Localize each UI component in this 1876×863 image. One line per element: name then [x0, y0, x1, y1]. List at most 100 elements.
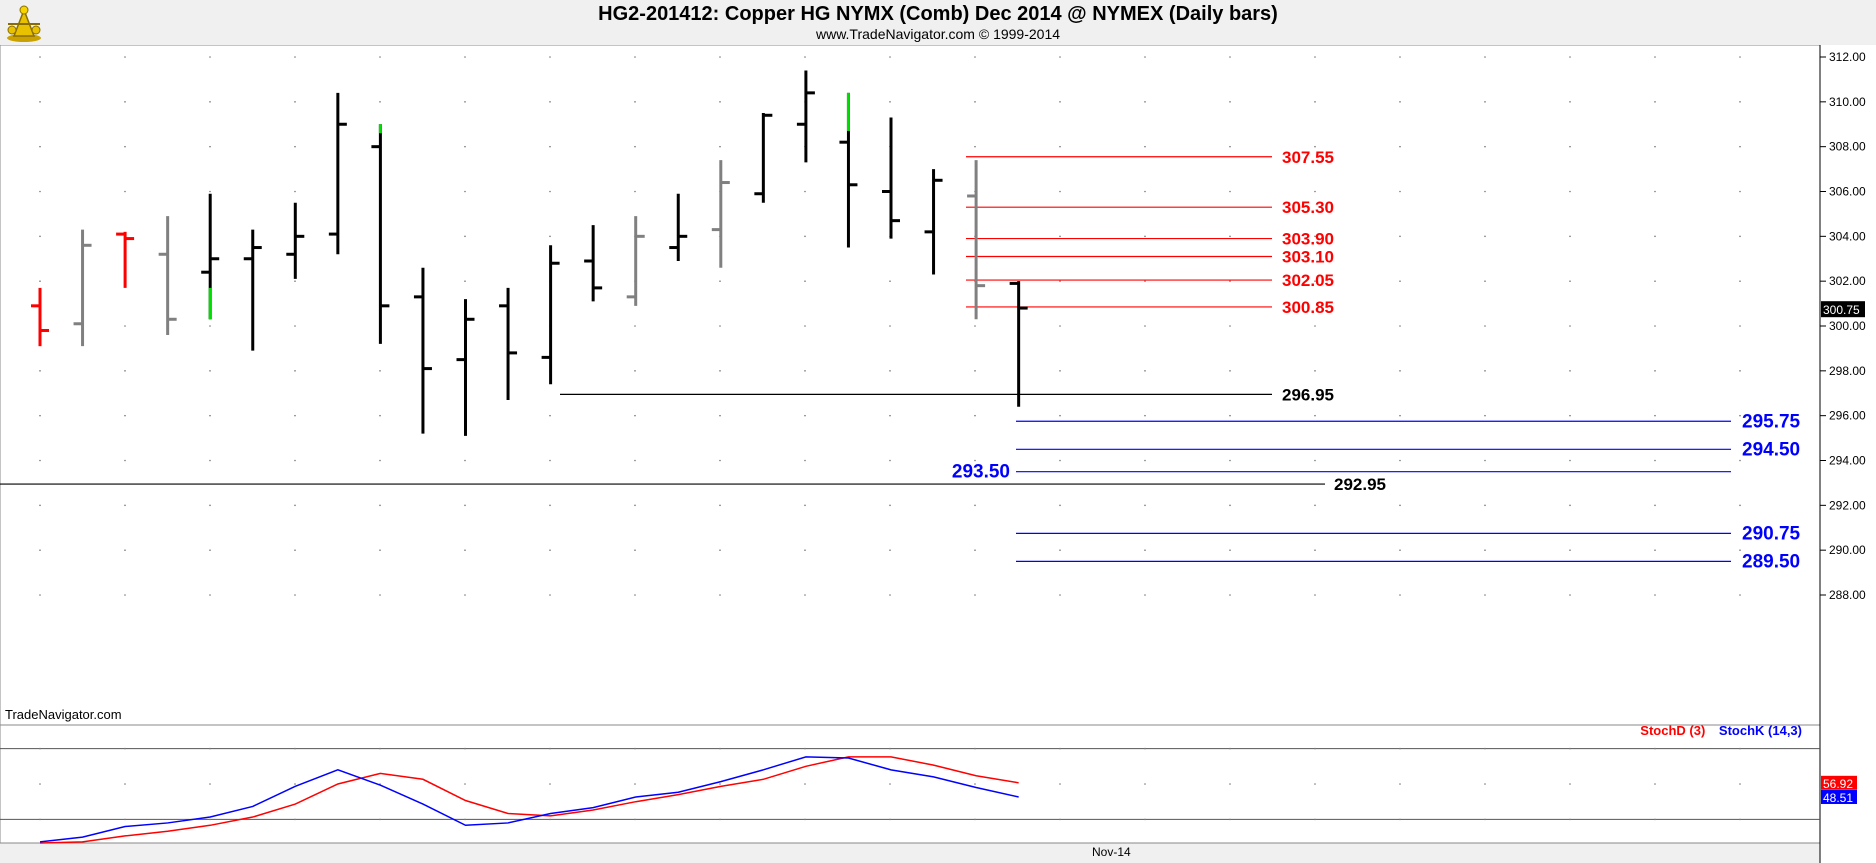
y-axis-tick-label: 298.00 — [1829, 364, 1866, 378]
grid-dot — [39, 594, 41, 596]
grid-dot — [39, 818, 41, 821]
grid-dot — [549, 504, 551, 507]
grid-dot — [1314, 190, 1316, 193]
grid-dot — [1399, 370, 1401, 372]
grid-dot — [1229, 504, 1231, 507]
grid-dot — [464, 145, 466, 148]
grid-dot — [719, 370, 721, 372]
last-price-label: 300.75 — [1823, 303, 1860, 317]
grid-dot — [1229, 370, 1231, 372]
grid-dot — [294, 818, 296, 821]
grid-dot — [124, 594, 126, 596]
grid-dot — [1739, 783, 1741, 785]
grid-dot — [124, 56, 126, 58]
grid-dot — [974, 594, 976, 596]
level-label: 307.55 — [1282, 148, 1334, 167]
grid-dot — [1569, 325, 1571, 327]
grid-dot — [1484, 280, 1486, 282]
grid-dot — [294, 783, 296, 785]
grid-dot — [889, 459, 891, 462]
grid-dot — [719, 549, 721, 551]
level-label: 300.85 — [1282, 298, 1334, 317]
grid-dot — [549, 56, 551, 58]
grid-dot — [889, 818, 891, 821]
grid-dot — [294, 549, 296, 551]
grid-dot — [1229, 56, 1231, 58]
grid-dot — [1314, 747, 1316, 750]
y-axis-tick-label: 302.00 — [1829, 274, 1866, 288]
grid-dot — [294, 101, 296, 103]
grid-dot — [549, 783, 551, 785]
grid-dot — [209, 101, 211, 103]
grid-dot — [549, 414, 551, 417]
grid-dot — [379, 459, 381, 462]
grid-dot — [464, 818, 466, 821]
grid-dot — [974, 370, 976, 372]
grid-dot — [719, 101, 721, 103]
grid-dot — [379, 101, 381, 103]
grid-dot — [39, 549, 41, 551]
grid-dot — [1399, 549, 1401, 551]
grid-dot — [1229, 818, 1231, 821]
chart-subtitle: www.TradeNavigator.com © 1999-2014 — [815, 26, 1061, 42]
grid-dot — [1059, 504, 1061, 507]
grid-dot — [1484, 325, 1486, 327]
grid-dot — [1739, 594, 1741, 596]
price-panel — [0, 44, 1821, 726]
grid-dot — [1654, 190, 1656, 193]
grid-dot — [1484, 414, 1486, 417]
x-axis-date-label: Nov-14 — [1092, 845, 1131, 859]
grid-dot — [549, 818, 551, 821]
grid-dot — [1229, 101, 1231, 103]
grid-dot — [974, 504, 976, 507]
grid-dot — [39, 56, 41, 58]
stoch-d-legend: StochD (3) — [1640, 723, 1706, 738]
grid-dot — [464, 280, 466, 282]
grid-dot — [379, 818, 381, 821]
trade-navigator-logo — [4, 2, 44, 44]
grid-dot — [294, 280, 296, 282]
grid-dot — [1314, 783, 1316, 785]
grid-dot — [719, 325, 721, 327]
grid-dot — [1314, 56, 1316, 58]
grid-dot — [1569, 145, 1571, 148]
grid-dot — [124, 504, 126, 507]
grid-dot — [209, 504, 211, 507]
grid-dot — [1484, 190, 1486, 193]
grid-dot — [719, 56, 721, 58]
grid-dot — [39, 145, 41, 148]
grid-dot — [804, 235, 806, 238]
stoch-value-tag — [1821, 775, 1857, 790]
y-axis-tick-label: 296.00 — [1829, 409, 1866, 423]
grid-dot — [974, 783, 976, 785]
grid-dot — [1569, 414, 1571, 417]
grid-dot — [974, 145, 976, 148]
stoch-panel — [0, 724, 1821, 844]
grid-dot — [1739, 325, 1741, 327]
grid-dot — [39, 280, 41, 282]
grid-dot — [124, 459, 126, 462]
grid-dot — [464, 190, 466, 193]
grid-dot — [1059, 747, 1061, 750]
grid-dot — [804, 325, 806, 327]
grid-dot — [1569, 459, 1571, 462]
grid-dot — [1654, 101, 1656, 103]
grid-dot — [1144, 747, 1146, 750]
grid-dot — [889, 325, 891, 327]
grid-dot — [634, 370, 636, 372]
grid-dot — [974, 325, 976, 327]
grid-dot — [1059, 818, 1061, 821]
grid-dot — [1144, 325, 1146, 327]
grid-dot — [1484, 504, 1486, 507]
grid-dot — [719, 594, 721, 596]
grid-dot — [39, 459, 41, 462]
y-axis-tick-label: 300.00 — [1829, 319, 1866, 333]
level-label: 295.75 — [1742, 411, 1801, 432]
grid-dot — [1314, 504, 1316, 507]
grid-dot — [1399, 459, 1401, 462]
stoch-value-tag — [1821, 789, 1857, 804]
grid-dot — [889, 280, 891, 282]
grid-dot — [294, 145, 296, 148]
grid-dot — [124, 818, 126, 821]
